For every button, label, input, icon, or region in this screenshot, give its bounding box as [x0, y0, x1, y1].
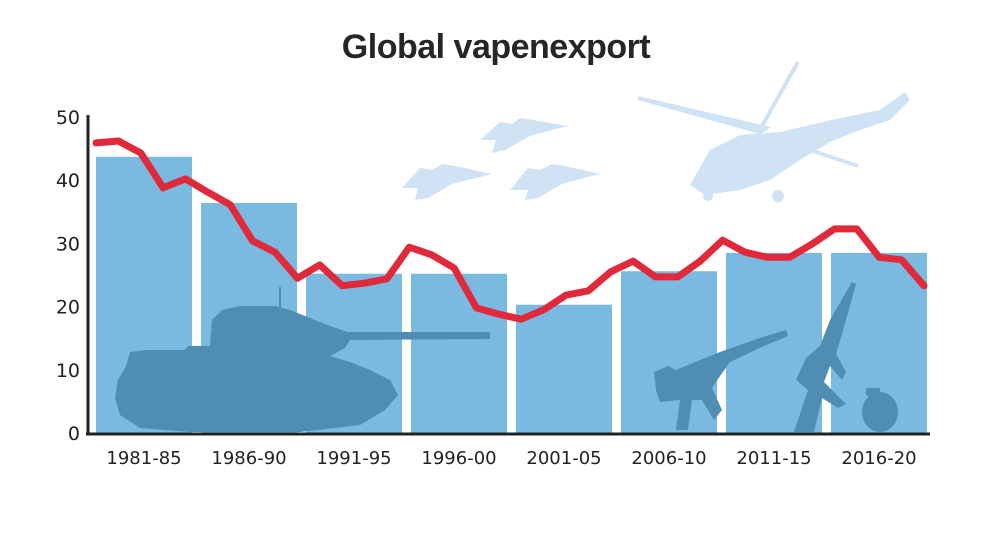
assault-rifle-icon — [794, 282, 856, 432]
y-tick-label: 0 — [68, 423, 80, 445]
assault-rifle-icon — [654, 330, 788, 430]
helicopter-icon — [637, 61, 910, 202]
chart-title: Global vapenexport — [341, 28, 651, 66]
grenade-icon — [862, 388, 898, 432]
x-tick-label: 2011-15 — [736, 448, 811, 469]
x-tick-label: 1981-85 — [106, 448, 181, 469]
bar-series — [96, 156, 927, 434]
x-tick-label: 1991-95 — [316, 448, 391, 469]
fighter-jet-icon — [510, 164, 600, 200]
fighter-jet-icon — [480, 118, 568, 153]
y-axis-ticks: 0 10 20 30 40 50 — [56, 107, 80, 445]
y-tick-label: 50 — [56, 107, 80, 129]
y-tick-label: 30 — [56, 233, 80, 255]
y-tick-label: 40 — [56, 170, 80, 192]
bar — [516, 304, 612, 433]
bar — [621, 271, 717, 433]
x-tick-label: 2006-10 — [631, 448, 706, 469]
x-tick-label: 1986-90 — [211, 448, 286, 469]
tank-icon — [115, 287, 490, 432]
line-series — [92, 137, 928, 323]
x-tick-label: 2001-05 — [526, 448, 601, 469]
x-axis-ticks: 1981-85 1986-90 1991-95 1996-00 2001-05 2006-… — [106, 448, 916, 469]
x-tick-label: 1996-00 — [421, 448, 496, 469]
x-tick-label: 2016-20 — [841, 448, 916, 469]
bar — [411, 273, 507, 433]
fighter-jet-icon — [402, 164, 492, 200]
y-tick-label: 10 — [56, 360, 80, 382]
y-tick-label: 20 — [56, 297, 80, 319]
